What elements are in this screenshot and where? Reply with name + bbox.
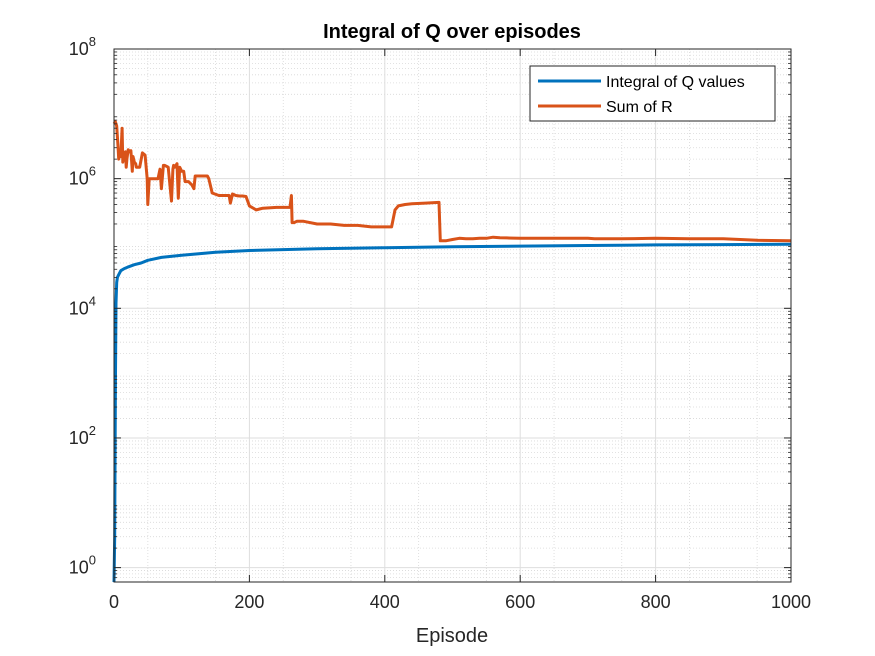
y-tick-label: 108 bbox=[69, 34, 96, 59]
series-layer bbox=[112, 120, 792, 583]
y-tick-label: 102 bbox=[69, 423, 96, 448]
y-tick-label: 104 bbox=[69, 293, 96, 318]
plot-area bbox=[114, 49, 791, 582]
x-tick-label: 600 bbox=[505, 592, 535, 612]
x-tick-label: 1000 bbox=[771, 592, 811, 612]
series-line-1 bbox=[112, 120, 792, 243]
chart-title: Integral of Q over episodes bbox=[323, 21, 581, 43]
y-tick-labels: 100 102 104 106 108 bbox=[69, 34, 96, 578]
legend-label-integral-q: Integral of Q values bbox=[606, 74, 745, 91]
x-tick-label: 0 bbox=[109, 592, 119, 612]
x-tick-label: 200 bbox=[234, 592, 264, 612]
plot-frame bbox=[113, 48, 792, 583]
x-tick-label: 800 bbox=[641, 592, 671, 612]
y-tick-label: 106 bbox=[69, 164, 96, 189]
x-axis-label: Episode bbox=[416, 625, 488, 647]
y-tick-label: 100 bbox=[69, 553, 96, 578]
legend-box bbox=[529, 65, 776, 122]
minor-grid bbox=[114, 49, 791, 583]
tick-marks bbox=[113, 48, 792, 583]
legend-label-sum-r: Sum of R bbox=[606, 99, 673, 116]
x-tick-label: 400 bbox=[370, 592, 400, 612]
x-tick-labels: 0 200 400 600 800 1000 bbox=[109, 592, 811, 612]
legend: Integral of Q values Sum of R bbox=[529, 65, 776, 122]
series-line-0 bbox=[112, 242, 792, 583]
